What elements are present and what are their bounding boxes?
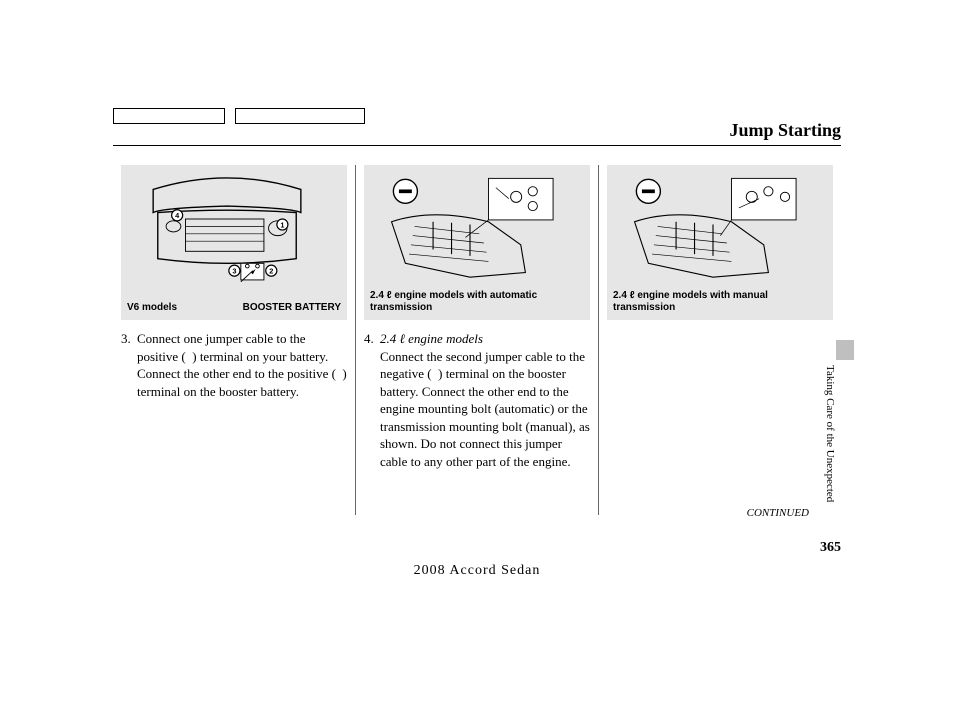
page-title: Jump Starting — [729, 120, 841, 141]
column-1: 4 1 2 3 V6 models BOOSTER BATTERY 3 — [113, 165, 355, 515]
continued-label: CONTINUED — [747, 507, 809, 519]
header-row: Jump Starting — [113, 120, 841, 146]
step-4-lead: 2.4 ℓ engine models — [380, 331, 483, 346]
column-2: 2.4 ℓ engine models with automatic trans… — [355, 165, 598, 515]
figure-1-caption: V6 models BOOSTER BATTERY — [127, 302, 341, 314]
figure-3-caption: 2.4 ℓ engine models with manual transmis… — [613, 290, 827, 314]
figure-auto-transmission: 2.4 ℓ engine models with automatic trans… — [364, 165, 590, 320]
figure-manual-transmission: 2.4 ℓ engine models with manual transmis… — [607, 165, 833, 320]
figure-1-caption-left: V6 models — [127, 302, 177, 314]
page-number: 365 — [820, 540, 841, 556]
svg-text:2: 2 — [269, 266, 273, 275]
engine-bay-illustration: 4 1 2 3 — [127, 171, 327, 291]
content-columns: 4 1 2 3 V6 models BOOSTER BATTERY 3 — [113, 165, 841, 515]
section-side-label: Taking Care of the Unexpected — [824, 365, 836, 502]
step-3-number: 3. — [121, 330, 137, 400]
column-3: 2.4 ℓ engine models with manual transmis… — [598, 165, 841, 515]
svg-text:1: 1 — [280, 220, 284, 229]
engine-mount-manual-illustration — [613, 171, 813, 291]
step-3: 3. Connect one jumper cable to the posit… — [121, 330, 347, 400]
figure-1-caption-right: BOOSTER BATTERY — [243, 302, 341, 314]
engine-mount-auto-illustration — [370, 171, 570, 291]
step-4-text: Connect the second jumper cable to the n… — [380, 349, 590, 469]
step-4: 4. 2.4 ℓ engine models Connect the secon… — [364, 330, 590, 470]
step-4-number: 4. — [364, 330, 380, 470]
svg-text:3: 3 — [232, 266, 236, 275]
figure-v6-engine: 4 1 2 3 V6 models BOOSTER BATTERY — [121, 165, 347, 320]
footer-model: 2008 Accord Sedan — [0, 563, 954, 579]
step-4-body: 2.4 ℓ engine models Connect the second j… — [380, 330, 590, 470]
figure-2-caption: 2.4 ℓ engine models with automatic trans… — [370, 290, 584, 314]
side-tab — [836, 340, 854, 360]
step-3-text: Connect one jumper cable to the positive… — [137, 330, 347, 400]
